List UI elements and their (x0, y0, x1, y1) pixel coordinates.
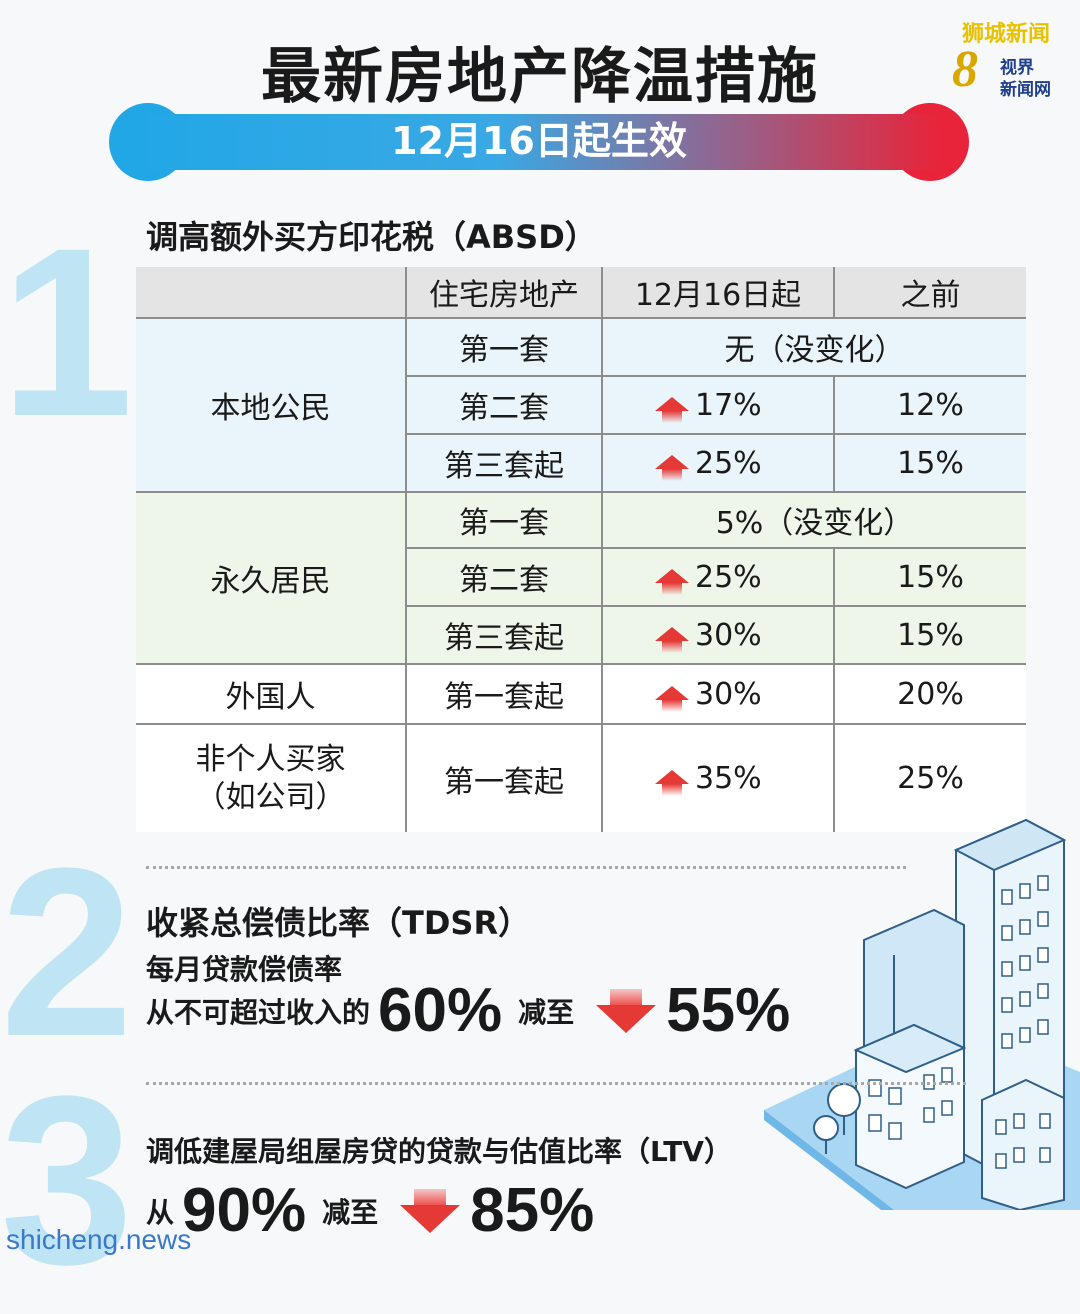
section3-from-text: 从 (146, 1196, 175, 1229)
buyer-pr: 永久居民 (136, 491, 407, 665)
table-header-row: 住宅房地产 12月16日起 之前 (136, 267, 1026, 319)
before-rate-cell: 15% (833, 605, 1026, 665)
new-rate-cell: 30% (601, 663, 835, 725)
section3-to-value: 85% (470, 1176, 595, 1245)
header-cell-property: 住宅房地产 (405, 267, 603, 319)
absd-table: 住宅房地产 12月16日起 之前 本地公民 第一套 无（没变化） 第二套 17%… (136, 267, 1026, 832)
header-cell-empty (136, 267, 407, 319)
section2-heading: 收紧总偿债比率（TDSR） (146, 904, 531, 942)
section3-heading: 调低建屋局组屋房贷的贷款与估值比率（LTV） (146, 1135, 732, 1168)
section2-change-line: 从不可超过收入的 60% 减至 55% (146, 980, 790, 1042)
section2-from-value: 60% (378, 976, 503, 1045)
table-row: 永久居民 第一套 5%（没变化） (136, 491, 1026, 665)
new-rate-value: 25% (695, 445, 762, 481)
effective-date-label: 12月16日起生效 (391, 119, 687, 163)
table-row: 本地公民 第一套 无（没变化） (136, 317, 1026, 493)
logo-line1: 视界 (1000, 58, 1034, 78)
new-rate-cell: 25% (601, 433, 835, 493)
property-cell: 第一套 (405, 317, 603, 377)
new-rate-value: 25% (695, 559, 762, 595)
increase-arrow-icon (655, 685, 689, 712)
new-rate-cell: 30% (601, 605, 835, 665)
before-rate-cell: 20% (833, 663, 1026, 725)
new-rate-cell: 25% (601, 547, 835, 607)
property-cell: 第一套起 (405, 663, 603, 725)
section3-reduce-text: 减至 (322, 1196, 379, 1229)
before-rate-cell: 12% (833, 375, 1026, 435)
new-rate-value: 17% (695, 387, 762, 423)
watermark: shicheng.news (6, 1224, 192, 1255)
section2-subheading: 每月贷款偿债率 (146, 953, 343, 986)
buyer-entity-line2: （如公司） (195, 779, 346, 815)
section2-reduce-text: 减至 (518, 996, 575, 1029)
property-cell: 第三套起 (405, 605, 603, 665)
new-rate-value: 30% (695, 676, 762, 712)
logo-line2: 新闻网 (1000, 80, 1051, 100)
merged-rate-cell: 无（没变化） (601, 317, 1026, 377)
logo-brand-text: 狮城新闻 (962, 22, 1051, 47)
property-cell: 第二套 (405, 547, 603, 607)
divider-2 (146, 866, 906, 869)
date-banner (109, 103, 969, 181)
buyer-entity: 非个人买家 （如公司） (136, 723, 407, 832)
logo-number: 8 (952, 41, 978, 98)
section3-change-line: 从 90% 减至 85% (146, 1180, 594, 1242)
section-number-2: 2 (0, 818, 134, 1086)
table-row: 外国人 第一套起 30% 20% (136, 663, 1026, 725)
table-row: 非个人买家 （如公司） 第一套起 35% 25% (136, 723, 1026, 832)
before-rate-cell: 15% (833, 433, 1026, 493)
decrease-arrow-icon (596, 989, 657, 1033)
new-rate-value: 30% (695, 617, 762, 653)
table-row: 第二套 25% 15% (136, 547, 1026, 607)
logo: 狮城新闻 8 视界 新闻网 (950, 14, 1076, 110)
increase-arrow-icon (655, 626, 689, 653)
header-cell-before: 之前 (833, 267, 1026, 319)
section-number-1: 1 (0, 198, 134, 466)
header-cell-new-rate: 12月16日起 (601, 267, 835, 319)
merged-rate-cell: 5%（没变化） (601, 491, 1026, 549)
new-rate-value: 35% (695, 761, 762, 796)
increase-arrow-icon (655, 770, 689, 796)
buyer-entity-line1: 非个人买家 (195, 741, 346, 777)
section1-heading: 调高额外买方印花税（ABSD） (146, 218, 597, 256)
before-rate-cell: 25% (833, 723, 1026, 832)
property-cell: 第三套起 (405, 433, 603, 493)
new-rate-cell: 35% (601, 723, 835, 832)
buyer-foreigner: 外国人 (136, 663, 407, 725)
new-rate-cell: 17% (601, 375, 835, 435)
section3-from-value: 90% (182, 1176, 307, 1245)
divider-3 (146, 1082, 966, 1085)
buyer-citizen: 本地公民 (136, 317, 407, 493)
property-cell: 第一套 (405, 491, 603, 549)
before-rate-cell: 15% (833, 547, 1026, 607)
property-cell: 第一套起 (405, 723, 603, 832)
increase-arrow-icon (655, 396, 689, 423)
increase-arrow-icon (655, 454, 689, 481)
property-cell: 第二套 (405, 375, 603, 435)
section-number-3: 3 (0, 1046, 134, 1314)
buildings-illustration (764, 818, 1080, 1210)
increase-arrow-icon (655, 568, 689, 595)
section2-to-value: 55% (666, 976, 791, 1045)
section2-from-text: 从不可超过收入的 (146, 996, 371, 1029)
decrease-arrow-icon (400, 1189, 461, 1233)
page-title: 最新房地产降温措施 (261, 42, 819, 112)
